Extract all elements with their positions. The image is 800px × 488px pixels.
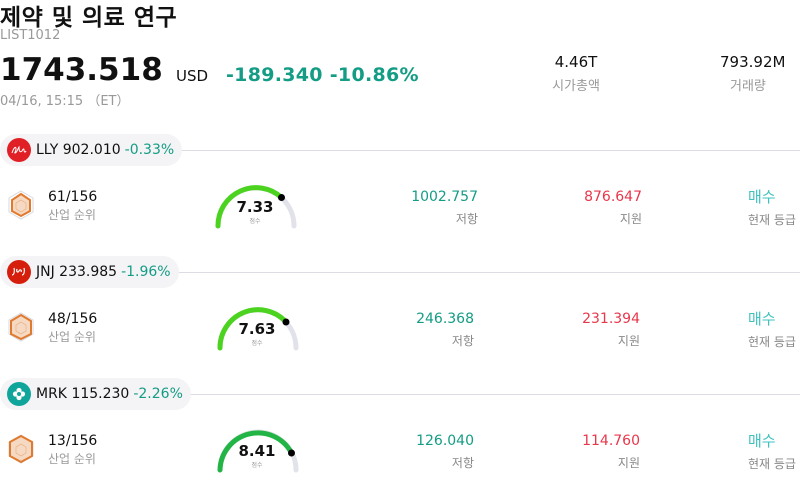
- support-label: 지원: [617, 456, 640, 470]
- stock-section-jnj: JNJ 233.985 -1.96% 48/156 산업 순위 7.63 점수 …: [0, 256, 800, 378]
- stock-change-pct: -2.26%: [133, 386, 183, 402]
- support-metric: 231.394 지원: [540, 311, 640, 349]
- score-value: 8.41: [238, 442, 276, 460]
- rating-value: 매수: [748, 188, 776, 206]
- support-metric: 876.647 지원: [542, 189, 642, 227]
- currency-label: USD: [176, 67, 209, 85]
- score-gauge: 8.41 점수: [213, 422, 303, 474]
- score-value: 7.33: [236, 198, 274, 216]
- industry-rank-label: 산업 순위: [48, 330, 96, 344]
- resistance-value: 1002.757: [411, 189, 478, 205]
- industry-rank-label: 산업 순위: [48, 208, 96, 222]
- score-gauge: 7.33 점수: [211, 178, 301, 230]
- score-label: 점수: [251, 462, 263, 469]
- resistance-label: 저항: [455, 212, 478, 226]
- timestamp: 04/16, 15:15 （ET）: [0, 94, 130, 109]
- current-rating: 매수 현재 등급: [748, 186, 796, 228]
- resistance-metric: 246.368 저항: [374, 311, 474, 349]
- support-label: 지원: [619, 212, 642, 226]
- support-metric: 114.760 지원: [540, 433, 640, 471]
- volume-label: 거래량: [730, 79, 766, 94]
- current-rating: 매수 현재 등급: [748, 308, 796, 350]
- industry-rank-radar-icon: [8, 190, 34, 220]
- support-value: 114.760: [582, 433, 640, 449]
- stock-chip-lly[interactable]: LLY 902.010 -0.33%: [0, 134, 183, 166]
- resistance-label: 저항: [451, 334, 474, 348]
- industry-rank-value: 61/156: [48, 189, 98, 205]
- score-gauge: 7.63 점수: [213, 300, 303, 352]
- stock-ticker-price: MRK 115.230: [36, 386, 130, 402]
- rating-value: 매수: [748, 310, 776, 328]
- support-label: 지원: [617, 334, 640, 348]
- stock-section-mrk: MRK 115.230 -2.26% 13/156 산업 순위 8.41 점수 …: [0, 378, 800, 488]
- price-change: -189.340 -10.86%: [226, 64, 419, 86]
- support-value: 876.647: [584, 189, 642, 205]
- score-label: 점수: [249, 218, 261, 225]
- market-cap-stat: 4.46T 시가총액: [540, 53, 612, 94]
- score-value: 7.63: [238, 320, 276, 338]
- section-divider: [190, 394, 800, 395]
- stock-chip-mrk[interactable]: MRK 115.230 -2.26%: [0, 378, 191, 410]
- section-divider: [182, 150, 800, 151]
- page-title: 제약 및 의료 연구: [0, 5, 178, 31]
- stock-chip-jnj[interactable]: JNJ 233.985 -1.96%: [0, 256, 179, 288]
- support-value: 231.394: [582, 311, 640, 327]
- jnj-logo-icon: [7, 260, 31, 284]
- market-cap-label: 시가총액: [552, 79, 600, 94]
- rating-label: 현재 등급: [748, 213, 796, 227]
- stock-ticker-price: LLY 902.010: [36, 142, 121, 158]
- stock-section-lly: LLY 902.010 -0.33% 61/156 산업 순위 7.33 점수 …: [0, 134, 800, 256]
- industry-rank-value: 48/156: [48, 311, 98, 327]
- rating-value: 매수: [748, 432, 776, 450]
- index-price: 1743.518: [0, 52, 163, 88]
- merck-logo-icon: [7, 382, 31, 406]
- market-cap-value: 4.46T: [554, 53, 598, 71]
- rating-label: 현재 등급: [748, 457, 796, 471]
- stock-ticker-price: JNJ 233.985: [36, 264, 118, 280]
- lilly-logo-icon: [7, 138, 31, 162]
- index-code: LIST1012: [0, 28, 61, 43]
- score-label: 점수: [251, 340, 263, 347]
- volume-value: 793.92M: [720, 53, 786, 71]
- resistance-metric: 126.040 저항: [374, 433, 474, 471]
- resistance-metric: 1002.757 저항: [378, 189, 478, 227]
- volume-stat: 793.92M 거래량: [720, 53, 800, 94]
- stock-change-pct: -0.33%: [124, 142, 175, 158]
- resistance-label: 저항: [451, 456, 474, 470]
- industry-rank-value: 13/156: [48, 433, 98, 449]
- stock-change-pct: -1.96%: [121, 264, 171, 280]
- resistance-value: 246.368: [416, 311, 474, 327]
- current-rating: 매수 현재 등급: [748, 430, 796, 472]
- industry-rank-label: 산업 순위: [48, 452, 96, 466]
- industry-rank-radar-icon: [8, 312, 34, 342]
- rating-label: 현재 등급: [748, 335, 796, 349]
- section-divider: [178, 272, 800, 273]
- industry-rank-radar-icon: [8, 434, 34, 464]
- resistance-value: 126.040: [416, 433, 474, 449]
